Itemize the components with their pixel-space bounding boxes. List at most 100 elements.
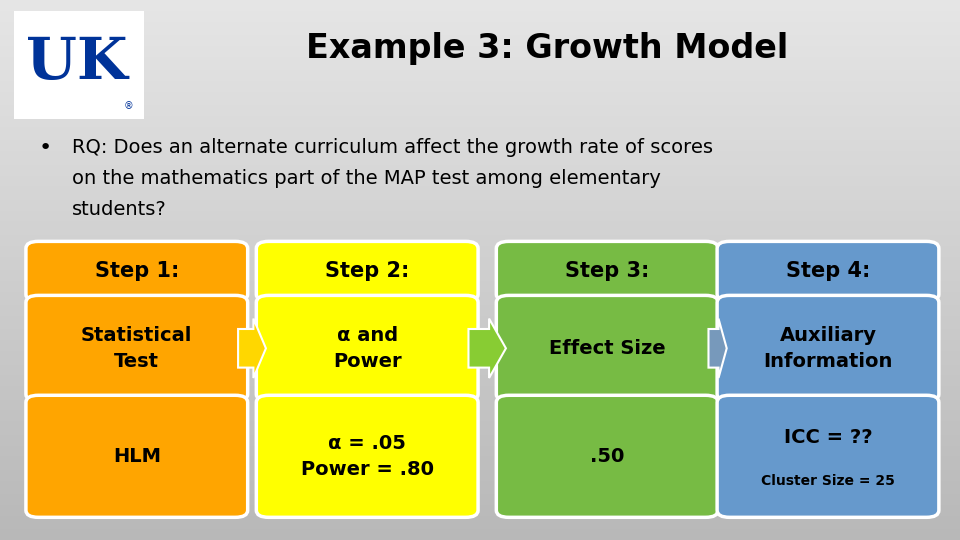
Bar bbox=[0, 464, 960, 467]
FancyBboxPatch shape bbox=[256, 241, 478, 301]
Bar bbox=[0, 459, 960, 462]
Bar bbox=[0, 167, 960, 170]
Bar bbox=[0, 116, 960, 119]
Bar bbox=[0, 143, 960, 146]
Bar bbox=[0, 192, 960, 194]
Bar bbox=[0, 32, 960, 35]
Bar bbox=[0, 281, 960, 284]
Bar bbox=[0, 135, 960, 138]
Bar bbox=[0, 40, 960, 43]
Bar bbox=[0, 432, 960, 435]
Bar bbox=[0, 92, 960, 94]
Bar bbox=[0, 132, 960, 135]
Bar bbox=[0, 270, 960, 273]
Bar bbox=[0, 392, 960, 394]
Bar bbox=[0, 424, 960, 427]
Text: Step 2:: Step 2: bbox=[325, 261, 409, 281]
Bar bbox=[0, 518, 960, 521]
Bar bbox=[0, 302, 960, 305]
Bar bbox=[0, 481, 960, 483]
Text: .50: .50 bbox=[590, 447, 624, 466]
Bar bbox=[0, 68, 960, 70]
Bar bbox=[0, 467, 960, 470]
Bar bbox=[0, 202, 960, 205]
Bar bbox=[0, 394, 960, 397]
Bar bbox=[0, 324, 960, 327]
FancyBboxPatch shape bbox=[26, 241, 248, 301]
Bar bbox=[0, 205, 960, 208]
Bar bbox=[0, 16, 960, 19]
Bar bbox=[0, 221, 960, 224]
Bar bbox=[0, 500, 960, 502]
Polygon shape bbox=[238, 319, 266, 378]
Text: α and
Power: α and Power bbox=[333, 326, 401, 371]
Polygon shape bbox=[468, 319, 506, 378]
Bar bbox=[0, 146, 960, 148]
Bar bbox=[0, 435, 960, 437]
Bar bbox=[0, 289, 960, 292]
Bar bbox=[0, 124, 960, 127]
Bar bbox=[0, 94, 960, 97]
Bar bbox=[0, 440, 960, 443]
Bar bbox=[0, 364, 960, 367]
Bar bbox=[0, 43, 960, 46]
Bar bbox=[0, 159, 960, 162]
Bar bbox=[0, 319, 960, 321]
Text: Step 1:: Step 1: bbox=[95, 261, 179, 281]
Bar bbox=[0, 526, 960, 529]
Bar bbox=[0, 122, 960, 124]
Bar bbox=[0, 186, 960, 189]
Bar bbox=[0, 197, 960, 200]
Bar bbox=[0, 310, 960, 313]
Bar bbox=[0, 224, 960, 227]
Bar bbox=[0, 397, 960, 400]
Text: •: • bbox=[38, 138, 52, 158]
Bar bbox=[0, 86, 960, 89]
FancyBboxPatch shape bbox=[496, 295, 718, 401]
Bar bbox=[0, 65, 960, 68]
Bar bbox=[0, 373, 960, 375]
Bar bbox=[0, 386, 960, 389]
Bar bbox=[0, 219, 960, 221]
Bar bbox=[0, 165, 960, 167]
Bar bbox=[0, 489, 960, 491]
Bar bbox=[0, 49, 960, 51]
Text: Statistical
Test: Statistical Test bbox=[81, 326, 193, 371]
Bar bbox=[0, 354, 960, 356]
FancyBboxPatch shape bbox=[14, 11, 144, 119]
Bar bbox=[0, 73, 960, 76]
Bar bbox=[0, 335, 960, 338]
Bar bbox=[0, 416, 960, 418]
Bar bbox=[0, 327, 960, 329]
Bar bbox=[0, 284, 960, 286]
Bar bbox=[0, 389, 960, 392]
Bar bbox=[0, 254, 960, 256]
Bar bbox=[0, 243, 960, 246]
Bar bbox=[0, 97, 960, 100]
Bar bbox=[0, 227, 960, 229]
Bar bbox=[0, 454, 960, 456]
Bar bbox=[0, 383, 960, 386]
Bar bbox=[0, 410, 960, 413]
Bar bbox=[0, 491, 960, 494]
Bar bbox=[0, 273, 960, 275]
Bar bbox=[0, 446, 960, 448]
FancyBboxPatch shape bbox=[26, 295, 248, 401]
Bar bbox=[0, 181, 960, 184]
Bar bbox=[0, 513, 960, 516]
Bar bbox=[0, 351, 960, 354]
Bar bbox=[0, 338, 960, 340]
Bar bbox=[0, 300, 960, 302]
Bar bbox=[0, 486, 960, 489]
Bar bbox=[0, 62, 960, 65]
Bar bbox=[0, 19, 960, 22]
Bar bbox=[0, 343, 960, 346]
Bar bbox=[0, 321, 960, 324]
Bar bbox=[0, 127, 960, 130]
Bar bbox=[0, 235, 960, 238]
Bar bbox=[0, 359, 960, 362]
Bar bbox=[0, 478, 960, 481]
Bar bbox=[0, 510, 960, 513]
Bar bbox=[0, 111, 960, 113]
Bar bbox=[0, 240, 960, 243]
